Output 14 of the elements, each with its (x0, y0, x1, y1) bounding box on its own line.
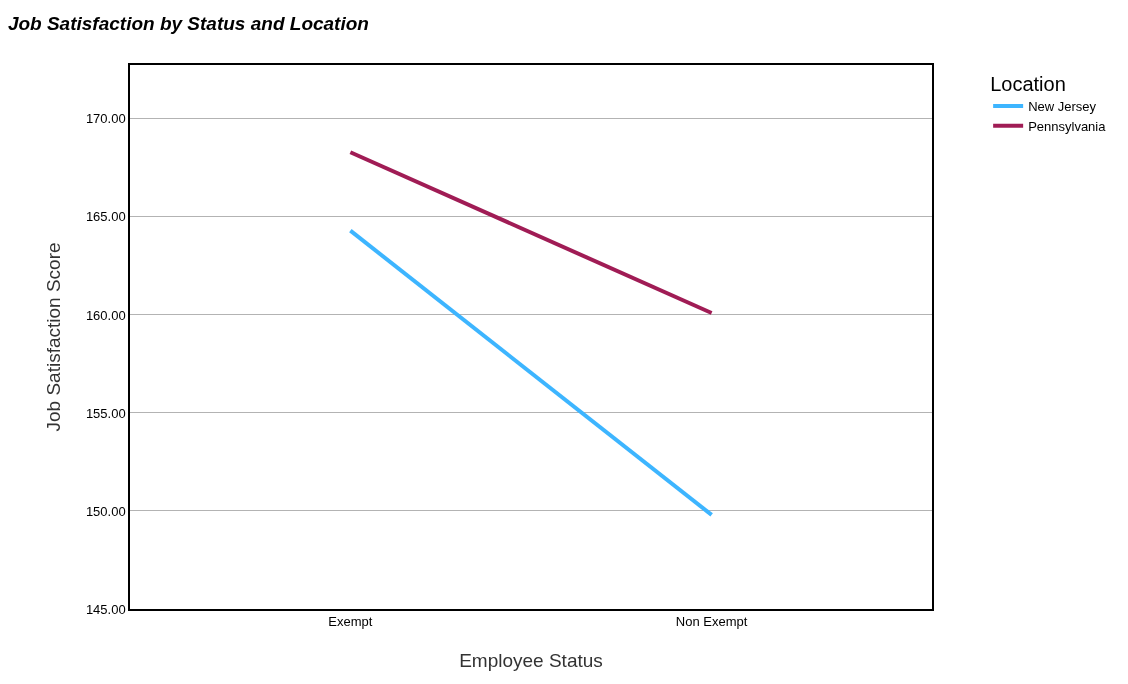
y-tick-label: 145.00 (85, 601, 126, 617)
legend-title: Location (990, 73, 1066, 95)
y-tick-label: 150.00 (85, 503, 126, 519)
x-tick-label: Non Exempt (675, 614, 748, 630)
legend-label: Pennsylvania (1028, 118, 1107, 134)
y-axis-title: Job Satisfaction Score (43, 242, 65, 432)
y-tick-label: 160.00 (85, 307, 126, 323)
legend-label: New Jersey (1028, 99, 1097, 115)
y-tick-label: 155.00 (85, 405, 126, 421)
y-tick-label: 170.00 (85, 111, 126, 127)
x-axis-title: Employee Status (459, 649, 603, 671)
chart-title: Job Satisfaction by Status and Location (7, 13, 369, 35)
x-tick-label: Exempt (328, 614, 373, 630)
y-tick-label: 165.00 (85, 209, 126, 225)
